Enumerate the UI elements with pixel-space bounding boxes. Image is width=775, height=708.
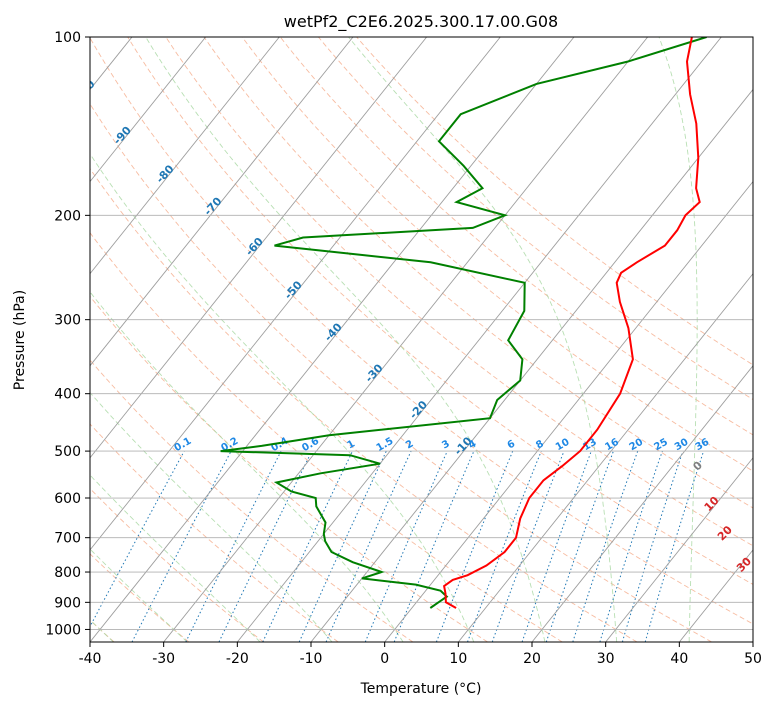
mixing-ratio-line [545,450,614,642]
isotherms [90,37,753,642]
chart-title: wetPf2_C2E6.2025.300.17.00.G08 [284,12,558,32]
mixing-ratio-line [521,450,592,642]
pressure-gridlines [90,37,753,630]
moist-adiabat-line [145,37,546,642]
x-tick-label: -10 [300,651,323,667]
moist-adiabat-line [90,474,261,642]
dry-adiabats [90,37,753,642]
x-tick-label: 0 [380,651,389,667]
isotherm-line [163,37,649,642]
dry-adiabat-line [90,37,753,625]
moist-adiabat-line [90,391,333,642]
mixing-ratio-line [621,450,684,642]
moist-adiabat-label: 30 [734,554,754,574]
y-axis-label: Pressure (hPa) [12,290,28,390]
isotherm-line [605,457,753,642]
mixing-ratio-line [325,450,412,642]
dry-adiabat-line [90,295,488,642]
x-tick-label: 10 [449,651,467,667]
moist-adiabat-line [658,37,698,642]
moist-adiabat-line [90,153,475,642]
y-axis-ticks: 1000 900 800 700 600 500 400 300 200 100 [45,30,90,638]
y-tick-label: 400 [54,387,81,403]
y-tick-label: 100 [54,30,81,46]
dry-adiabat-line [318,37,753,401]
x-tick-label: -30 [152,651,175,667]
dry-adiabat-line [90,167,638,642]
mixing-ratio-line [364,450,448,642]
x-axis-label: Temperature (°C) [360,681,482,697]
x-tick-label: 40 [670,651,688,667]
isotherm-line [457,272,753,642]
mixing-ratio-line [218,450,313,642]
x-tick-label: 30 [597,651,615,667]
isotherm-line [236,37,722,642]
plot-frame [89,36,754,643]
y-tick-label: 200 [54,208,81,224]
temperature-line [443,37,701,609]
mixing-ratio-label: 3 [440,438,452,451]
mixing-ratio-line [599,450,663,642]
mixing-ratio-line [262,450,353,642]
isotherm-line [531,365,753,642]
isotherm-line [90,37,575,642]
x-tick-label: -20 [226,651,249,667]
dry-adiabat-line [90,103,712,642]
moist-adiabat-line [90,548,188,642]
y-tick-label: 900 [54,595,81,611]
x-tick-label: -40 [79,651,102,667]
dry-adiabat-line [90,487,264,642]
dry-adiabat-line [90,423,339,642]
mixing-ratio-line [90,450,185,628]
mixing-ratio-line [572,450,639,642]
y-tick-label: 1000 [45,622,81,638]
x-tick-label: 20 [523,651,541,667]
y-tick-label: 600 [54,491,81,507]
x-tick-label: 50 [744,651,762,667]
mixing-ratio-line [298,450,387,642]
mixing-ratio-line [393,450,475,642]
isotherm-line [90,37,501,551]
y-tick-label: 500 [54,444,81,460]
dry-adiabat-line [203,37,753,509]
dry-adiabat-line [127,37,753,585]
mixing-ratio-lines [90,450,705,642]
isotherm-line [310,88,753,642]
dry-adiabat-line [279,37,753,436]
dry-adiabat-line [90,359,414,642]
isotherm-line [90,37,207,183]
isotherm-line [90,37,354,367]
dewpoint-line [220,37,707,609]
dry-adiabat-line [165,37,753,547]
y-tick-label: 800 [54,565,81,581]
mixing-ratio-label: 6 [506,438,518,451]
mixing-ratio-label: 8 [534,438,546,451]
mixing-ratio-label: 4 [467,438,479,451]
mixing-ratio-label: 2 [404,438,416,451]
y-tick-label: 700 [54,531,81,547]
dry-adiabat-line [90,232,563,642]
y-tick-label: 300 [54,313,81,329]
isotherm-line [384,180,753,642]
mixing-ratio-label: 1 [346,438,358,451]
x-axis-ticks: -40 -30 -20 -10 0 10 20 30 40 50 [79,642,762,667]
mixing-ratio-line [644,450,705,642]
isotherm-line [90,37,428,459]
isotherm-line [90,37,280,275]
